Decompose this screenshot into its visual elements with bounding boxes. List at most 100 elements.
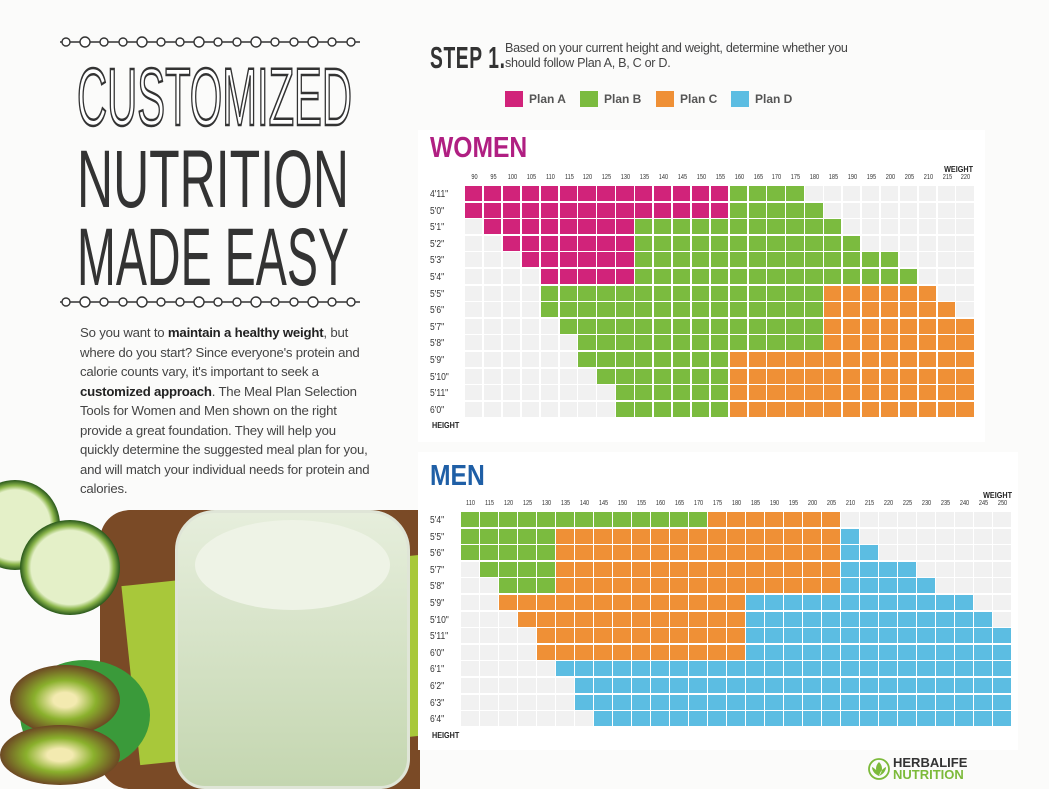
men-cell-plan-c (727, 561, 745, 577)
men-cell-plan-d (708, 661, 726, 677)
women-cell-empty (861, 219, 880, 235)
men-weight-tick: 185 (750, 500, 761, 507)
men-cell-plan-b (518, 578, 536, 594)
men-cell-plan-d (879, 578, 897, 594)
men-cell-plan-d (898, 561, 916, 577)
men-weight-tick: 155 (636, 500, 647, 507)
women-cell-plan-c (843, 368, 861, 384)
women-cell-plan-b (767, 285, 785, 301)
men-cell-empty (898, 512, 916, 528)
women-cell-empty (861, 235, 880, 251)
men-cell-plan-c (575, 578, 593, 594)
women-cell-plan-b (805, 285, 823, 301)
women-cell-plan-a (597, 269, 615, 285)
women-cell-plan-b (635, 235, 653, 251)
men-cell-plan-c (613, 528, 631, 544)
women-cell-empty (483, 285, 502, 301)
women-cell-plan-b (691, 335, 710, 351)
women-cell-plan-b (654, 368, 672, 384)
women-cell-plan-c (880, 285, 899, 301)
men-cell-plan-d (575, 694, 593, 710)
women-cell-plan-c (767, 385, 785, 401)
women-cell-empty (540, 318, 558, 334)
women-cell-plan-b (786, 252, 804, 268)
women-cell-empty (465, 219, 483, 235)
men-cell-empty (955, 512, 973, 528)
women-cell-empty (937, 269, 955, 285)
men-weight-tick: 210 (845, 500, 856, 507)
women-cell-plan-c (880, 385, 899, 401)
men-cell-plan-d (860, 644, 878, 660)
women-cell-plan-b (672, 318, 691, 334)
men-cell-plan-c (746, 578, 764, 594)
women-cell-plan-c (956, 401, 974, 417)
men-cell-plan-d (974, 711, 992, 727)
men-cell-plan-c (632, 595, 650, 611)
women-weight-tick: 120 (583, 174, 593, 181)
intro-text: So you want to (80, 325, 168, 340)
men-cell-plan-d (746, 595, 764, 611)
men-cell-empty (917, 528, 935, 544)
women-cell-plan-b (729, 285, 747, 301)
women-cell-plan-b (672, 219, 691, 235)
women-cell-plan-b (729, 335, 747, 351)
women-cell-empty (899, 235, 918, 251)
women-cell-plan-c (843, 401, 861, 417)
herbalife-leaf-icon (868, 758, 890, 780)
men-cell-plan-d (860, 694, 878, 710)
men-cell-plan-d (632, 711, 650, 727)
women-cell-plan-b (672, 252, 691, 268)
women-cell-plan-c (918, 368, 936, 384)
men-cell-plan-b (499, 561, 517, 577)
men-cell-plan-c (746, 512, 764, 528)
women-cell-plan-b (748, 186, 766, 202)
men-cell-plan-d (841, 578, 859, 594)
men-cell-plan-c (708, 611, 726, 627)
men-cell-plan-d (879, 561, 897, 577)
women-cell-plan-b (748, 285, 766, 301)
women-cell-plan-b (691, 252, 710, 268)
men-cell-plan-d (689, 694, 707, 710)
women-cell-empty (521, 368, 540, 384)
women-weight-tick: 205 (904, 174, 914, 181)
women-cell-empty (483, 385, 502, 401)
men-cell-empty (518, 711, 536, 727)
women-title: WOMEN (430, 132, 528, 164)
men-cell-plan-d (575, 661, 593, 677)
women-cell-plan-b (672, 401, 691, 417)
women-cell-empty (956, 235, 974, 251)
women-weight-tick: 105 (526, 174, 536, 181)
intro-paragraph: So you want to maintain a healthy weight… (80, 323, 370, 499)
men-cell-empty (518, 694, 536, 710)
men-cell-plan-c (537, 644, 555, 660)
men-cell-empty (898, 545, 916, 561)
men-cell-plan-d (727, 694, 745, 710)
men-cell-plan-d (955, 694, 973, 710)
step-label: STEP 1. (430, 40, 506, 75)
men-title: MEN (430, 460, 485, 492)
men-cell-plan-b (556, 512, 574, 528)
men-cell-plan-c (670, 528, 688, 544)
men-weight-tick: 135 (560, 500, 571, 507)
men-cell-plan-c (556, 545, 574, 561)
men-cell-plan-d (727, 711, 745, 727)
women-cell-empty (956, 186, 974, 202)
men-cell-plan-c (613, 545, 631, 561)
men-cell-empty (860, 512, 878, 528)
men-cell-plan-d (917, 694, 935, 710)
men-cell-plan-c (727, 611, 745, 627)
men-cell-plan-d (822, 595, 840, 611)
women-cell-plan-b (635, 252, 653, 268)
men-cell-plan-c (651, 578, 669, 594)
men-cell-plan-d (765, 661, 783, 677)
women-cell-empty (559, 385, 577, 401)
men-cell-plan-d (803, 595, 821, 611)
women-cell-plan-b (880, 252, 899, 268)
men-cell-plan-d (803, 611, 821, 627)
men-cell-plan-d (803, 628, 821, 644)
men-cell-empty (936, 561, 954, 577)
women-cell-plan-a (616, 219, 634, 235)
women-cell-plan-b (843, 269, 861, 285)
legend-item-a: Plan A (505, 91, 566, 107)
men-cell-plan-c (822, 545, 840, 561)
